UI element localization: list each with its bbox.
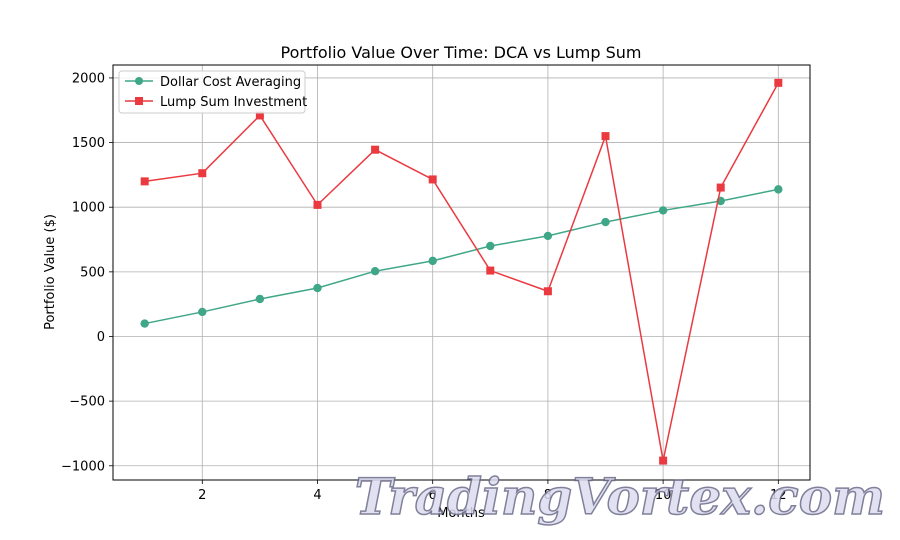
x-axis-title: Months [437,506,485,521]
data-point-dca [313,283,322,293]
legend-marker-lump-sum [135,97,143,105]
data-point-dca [370,267,380,276]
data-point-lump-sum [601,132,610,141]
y-tick-label: 1000 [72,201,105,216]
data-point-lump-sum [543,287,552,296]
legend-box [118,70,306,114]
y-tick-label: 1500 [72,136,105,151]
legend-label-dca: Dollar Cost Averaging [160,75,301,90]
data-point-lump-sum [313,200,322,209]
data-point-lump-sum [255,111,264,120]
plot-area-frame [112,64,811,481]
x-tick-label: 6 [429,488,437,503]
data-point-lump-sum [428,175,437,184]
data-point-lump-sum [716,183,725,192]
data-point-lump-sum [140,177,149,186]
data-point-lump-sum [371,145,380,154]
legend: Dollar Cost Averaging Lump Sum Investmen… [118,70,307,114]
y-tick-label: −500 [69,395,105,410]
data-point-dca [140,319,149,328]
data-point-dca [774,185,783,194]
y-tick-label: 0 [97,330,105,345]
x-tick-label: 8 [544,488,552,503]
data-point-lump-sum [659,456,668,465]
x-tick-label: 10 [655,488,672,503]
legend-label-lump-sum: Lump Sum Investment [160,95,307,110]
data-point-dca [198,307,207,317]
x-tick-label: 4 [313,488,321,503]
series-line-dca [144,188,779,325]
x-tick-label: 2 [198,488,206,503]
legend-marker-dca [135,77,143,85]
data-point-dca [658,206,668,215]
y-tick-label: 2000 [72,71,105,86]
chart-title: Portfolio Value Over Time: DCA vs Lump S… [280,43,641,62]
watermark: TradingVortex.com [355,467,885,526]
axis-ticks: 2 4 6 8 10 12 −1000 −500 0 500 1000 1500 2000 [61,71,787,503]
data-point-lump-sum [774,78,783,87]
data-point-lump-sum [198,169,207,178]
series-lines [140,78,783,465]
y-axis-title: Portfolio Value ($) [43,214,58,330]
series-line-lump-sum [144,82,779,461]
data-point-dca [601,217,610,227]
data-point-dca [486,241,495,251]
data-point-dca [255,294,265,304]
x-tick-label: 12 [770,488,787,503]
data-point-dca [428,256,437,266]
data-point-dca [543,231,553,241]
data-point-lump-sum [486,266,495,275]
y-tick-label: 500 [80,265,105,280]
y-tick-label: −1000 [61,459,105,474]
grid-lines [113,65,810,480]
